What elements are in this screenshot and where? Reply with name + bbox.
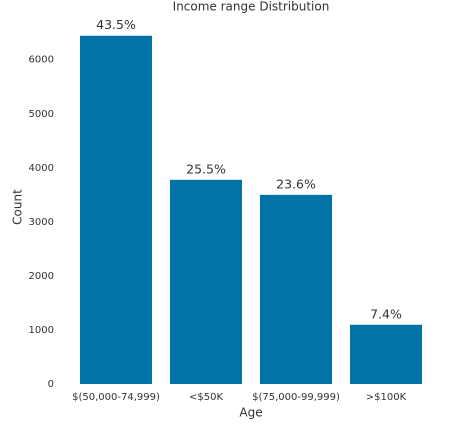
bar-label: 23.6% (276, 176, 316, 191)
x-tick-label: $(75,000-99,999) (252, 392, 340, 403)
bar (170, 179, 242, 384)
x-tick-label: <$50K (189, 392, 223, 403)
bar-label: 25.5% (186, 161, 226, 176)
bar-label: 43.5% (96, 17, 136, 32)
y-tick-label: 3000 (29, 217, 54, 228)
chart-title: Income range Distribution (173, 0, 330, 14)
bar (260, 194, 332, 384)
bar (80, 35, 152, 385)
bar-label: 7.4% (370, 306, 402, 321)
x-tick-label: $(50,000-74,999) (72, 392, 160, 403)
y-tick-label: 5000 (29, 109, 54, 120)
y-tick-label: 1000 (29, 325, 54, 336)
y-tick-label: 6000 (29, 55, 54, 66)
y-tick-label: 4000 (29, 163, 54, 174)
y-tick-label: 2000 (29, 271, 54, 282)
x-axis-label: Age (239, 406, 262, 420)
x-tick-label: >$100K (366, 392, 407, 403)
y-axis-label: Count (11, 189, 25, 225)
y-tick-label: 0 (48, 379, 54, 390)
bar (350, 324, 422, 384)
